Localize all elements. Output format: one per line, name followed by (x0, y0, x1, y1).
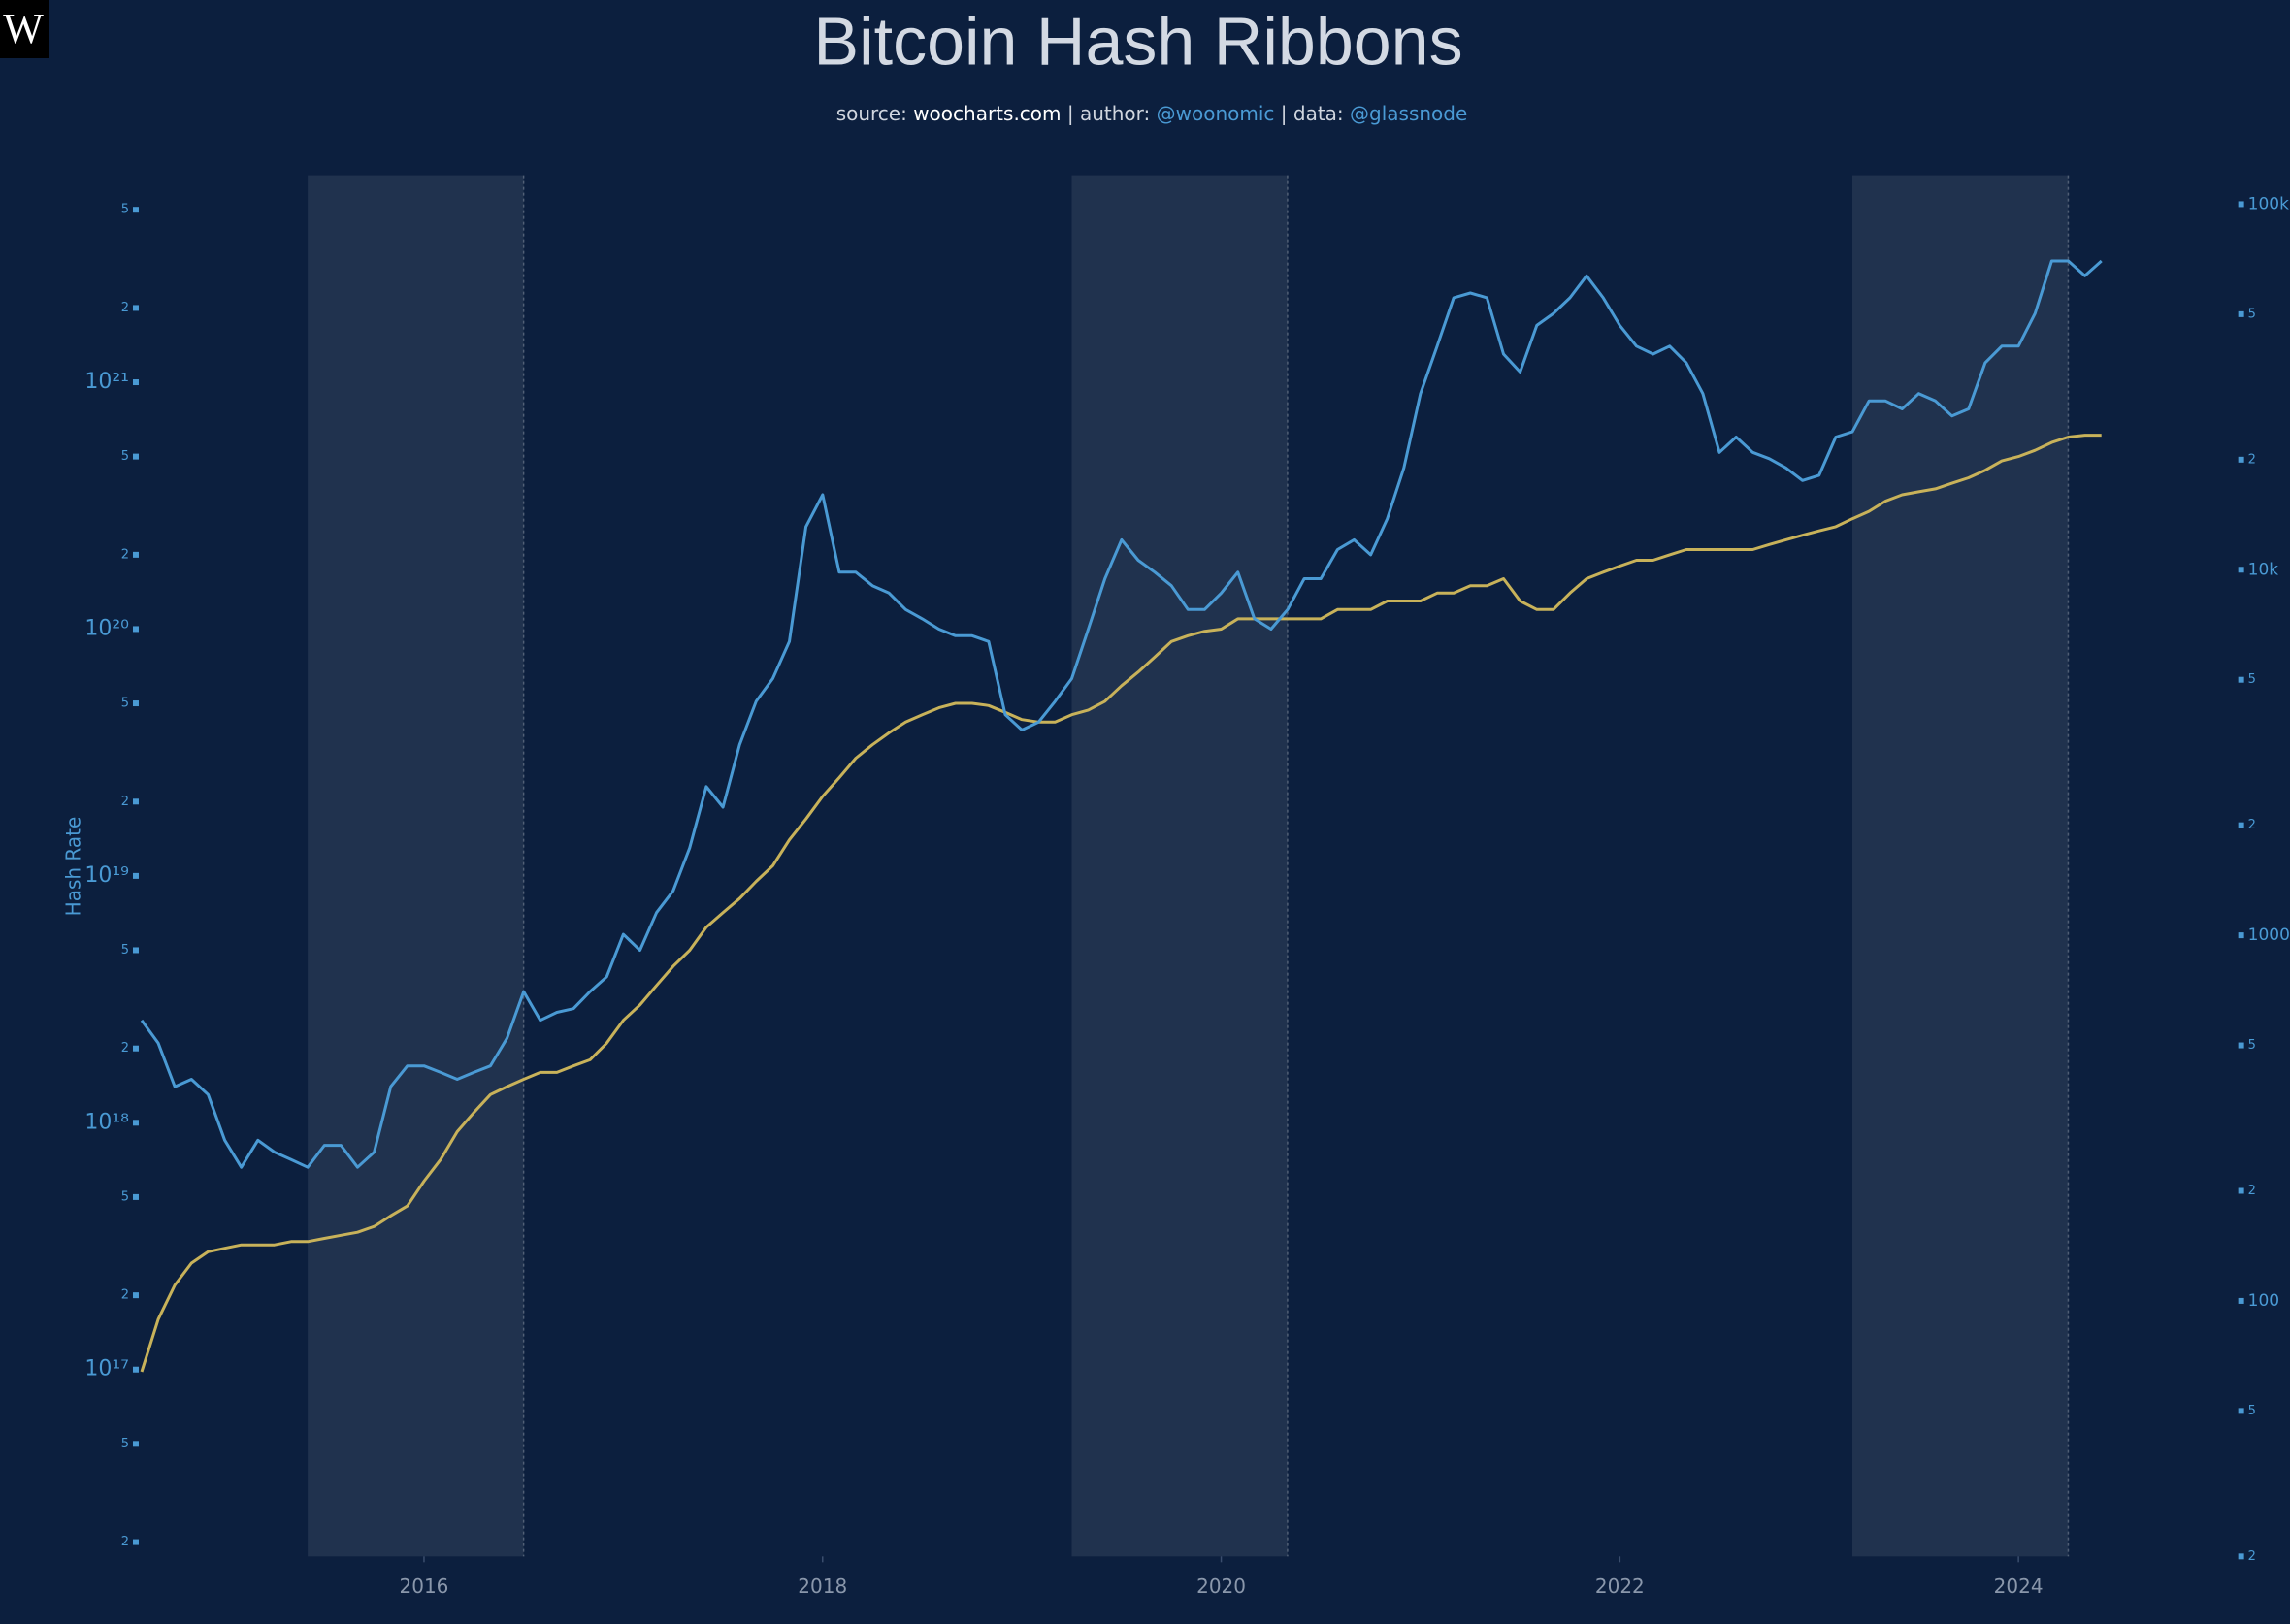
y-tick-mark (132, 872, 139, 879)
chart-title: Bitcoin Hash Ribbons (813, 3, 1462, 79)
subtitle-part: | data: (1281, 102, 1344, 125)
subtitle-link[interactable]: @woonomic (1157, 102, 1275, 125)
y-tick-mark (132, 1292, 139, 1299)
y-tick-mark (132, 1045, 139, 1052)
y-tick-label: 2 (121, 301, 129, 315)
y2-tick-label: 100 (2248, 1291, 2279, 1311)
y-tick-mark (132, 551, 139, 558)
y-tick-label: 10¹⁷ (84, 1357, 129, 1381)
y-tick-mark (132, 798, 139, 805)
y-tick-mark (132, 1441, 139, 1447)
y-tick-label: 5 (121, 1189, 129, 1204)
series-line (140, 434, 2102, 1373)
y2-tick-label: 2 (2248, 818, 2256, 832)
y-tick-label: 2 (121, 1041, 129, 1056)
shaded-range (308, 175, 524, 1557)
y2-tick-label: 100k (2248, 194, 2289, 213)
y-tick-label: 10²⁰ (84, 616, 129, 640)
y-tick-label: 2 (121, 547, 129, 562)
y2-tick-label: 5 (2248, 1404, 2256, 1418)
y-tick-label: 5 (121, 1437, 129, 1451)
y-tick-label: 5 (121, 203, 129, 217)
y-tick-mark (132, 207, 139, 213)
subtitle-part: source: (836, 102, 907, 125)
y-tick-mark (132, 1193, 139, 1200)
subtitle-link[interactable]: woocharts.com (913, 102, 1061, 125)
y2-tick-label: 2 (2248, 1549, 2256, 1564)
y2-tick-mark (2238, 456, 2244, 463)
y-tick-label: 10²¹ (84, 370, 129, 394)
y-tick-mark (132, 626, 139, 633)
y2-tick-mark (2238, 567, 2244, 573)
shaded-range (1071, 175, 1289, 1557)
logo: W (3, 5, 44, 52)
x-tick-label: 2018 (798, 1575, 847, 1598)
series-line (140, 259, 2103, 1169)
y-tick-label: 10¹⁸ (84, 1110, 129, 1134)
shaded-range (1851, 175, 2069, 1557)
x-tick-label: 2024 (1994, 1575, 2044, 1598)
x-tick-label: 2022 (1595, 1575, 1645, 1598)
y-tick-label: 2 (121, 1288, 129, 1303)
y2-tick-label: 5 (2248, 1038, 2256, 1053)
y-tick-label: 5 (121, 943, 129, 958)
y2-tick-mark (2238, 310, 2244, 317)
x-tick-label: 2016 (400, 1575, 449, 1598)
y2-tick-label: 10k (2248, 560, 2279, 579)
y2-tick-label: 2 (2248, 452, 2256, 467)
y-tick-label: 5 (121, 697, 129, 711)
y2-tick-mark (2238, 1042, 2244, 1049)
subtitle-part: | author: (1067, 102, 1150, 125)
subtitle-link[interactable]: @glassnode (1350, 102, 1467, 125)
y-axis-label: Hash Rate (62, 817, 85, 917)
y2-tick-label: 1000 (2248, 926, 2290, 945)
y2-tick-mark (2238, 1187, 2244, 1194)
y-tick-label: 5 (121, 449, 129, 464)
y-tick-mark (132, 305, 139, 311)
y2-tick-mark (2238, 822, 2244, 828)
logo-box (0, 0, 49, 58)
y-tick-mark (132, 700, 139, 707)
chart-subtitle: source: woocharts.com | author: @woonomi… (836, 102, 1468, 125)
y2-tick-mark (2238, 676, 2244, 683)
y2-tick-mark (2238, 1553, 2244, 1560)
x-tick-label: 2020 (1196, 1575, 1246, 1598)
y2-tick-mark (2238, 1408, 2244, 1414)
y-tick-label: 2 (121, 1535, 129, 1549)
y-tick-mark (132, 453, 139, 460)
y-tick-mark (132, 1539, 139, 1545)
y2-tick-label: 5 (2248, 307, 2256, 321)
y-tick-mark (132, 1120, 139, 1126)
y2-tick-mark (2238, 932, 2244, 939)
y-tick-mark (132, 947, 139, 954)
y-tick-label: 2 (121, 795, 129, 809)
y-tick-mark (132, 379, 139, 386)
y2-tick-mark (2238, 1297, 2244, 1304)
y-tick-label: 10¹⁹ (84, 863, 129, 888)
y2-tick-label: 5 (2248, 672, 2256, 687)
y2-tick-mark (2238, 201, 2244, 208)
y-tick-mark (132, 1366, 139, 1373)
y2-tick-label: 2 (2248, 1184, 2256, 1198)
